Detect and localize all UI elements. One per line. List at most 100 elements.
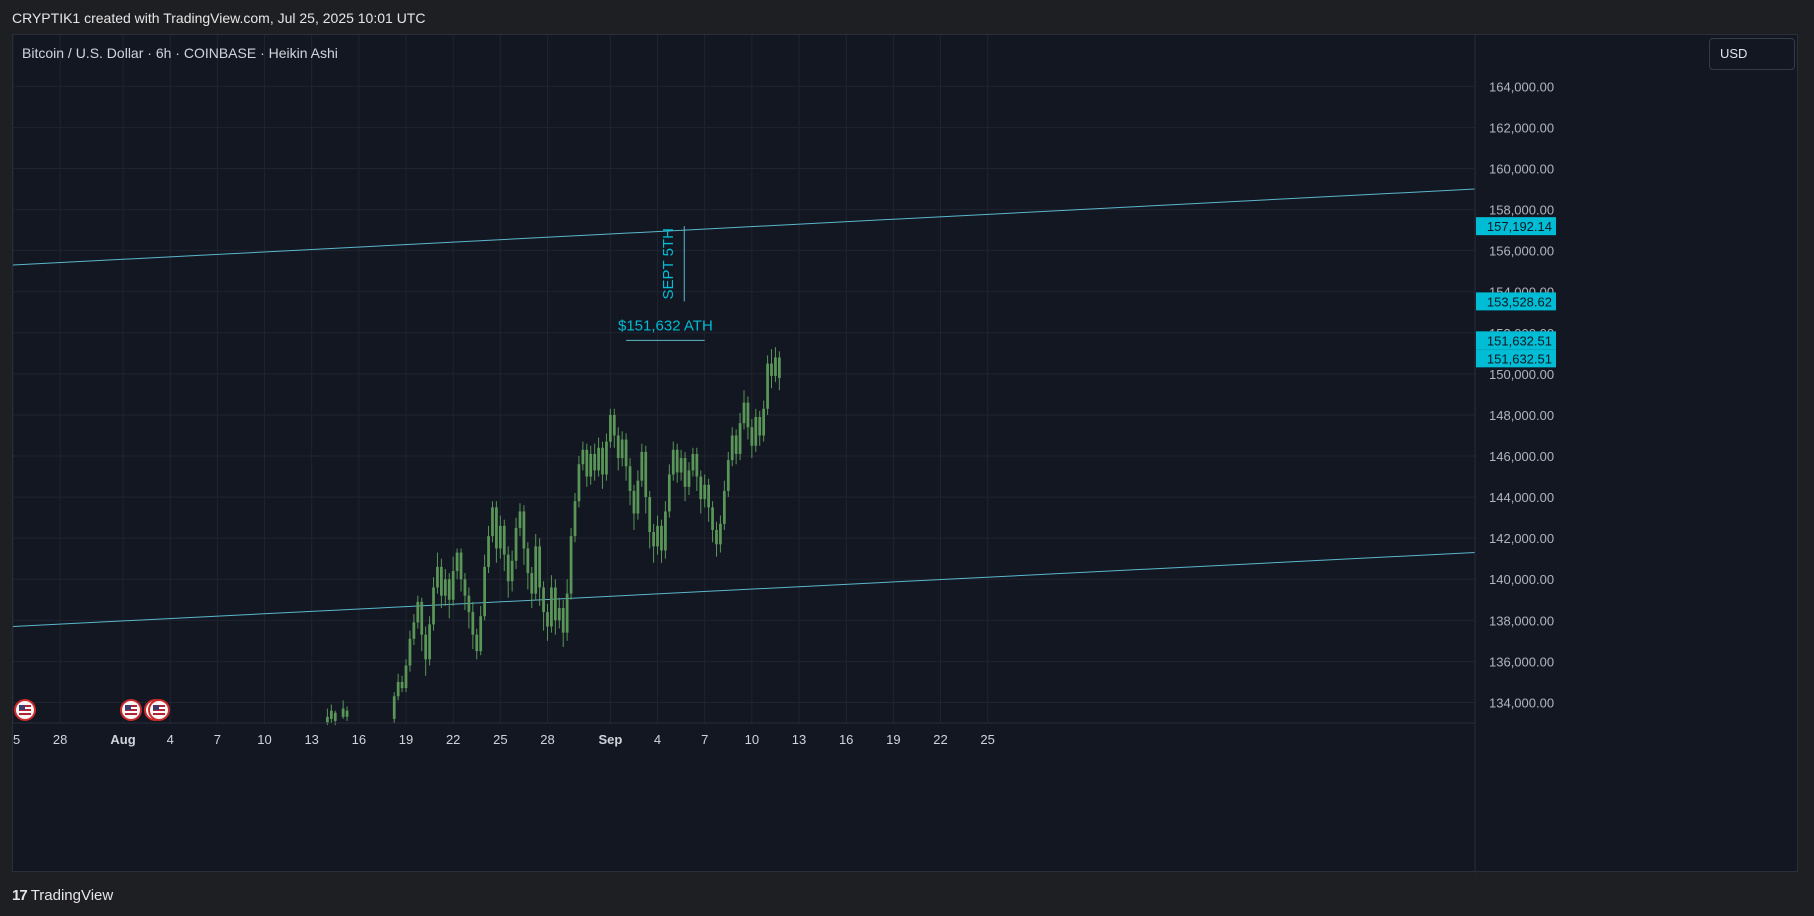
- candle-body: [734, 435, 738, 454]
- x-tick-label: 19: [886, 732, 900, 747]
- y-tick-label: 148,000.00: [1489, 408, 1554, 423]
- candle-body: [726, 460, 730, 491]
- candle-body: [440, 566, 443, 596]
- candle-body: [577, 464, 581, 502]
- y-tick-label: 134,000.00: [1489, 695, 1554, 710]
- candle-body: [483, 566, 486, 617]
- price-label-box: [1476, 349, 1556, 368]
- candle-body: [738, 423, 742, 454]
- candle-body: [609, 414, 612, 442]
- candle-body: [518, 511, 522, 528]
- candle-body: [428, 624, 431, 660]
- candle-body: [514, 527, 518, 561]
- candle-body: [495, 507, 498, 549]
- footer-brand: 17 TradingView: [12, 884, 113, 906]
- candle-body: [640, 451, 644, 481]
- candle-body: [624, 439, 628, 467]
- x-tick-label: 25: [493, 732, 507, 747]
- candle-body: [679, 458, 683, 473]
- candle-body: [420, 601, 424, 635]
- candle-body: [585, 449, 589, 477]
- candle-body: [632, 490, 636, 514]
- x-tick-label: 28: [53, 732, 67, 747]
- candle-body: [542, 587, 545, 613]
- candle-body: [534, 546, 538, 594]
- candle-body: [436, 566, 439, 588]
- candle-body: [746, 402, 750, 428]
- us-flag-event-icon: [148, 699, 170, 721]
- candle-body: [691, 453, 695, 471]
- candle-body: [648, 497, 652, 533]
- price-chart[interactable]: $151,632 ATH SEPT 5TH 134,000.00 136,000.0…: [13, 35, 1799, 873]
- candle-body: [530, 573, 534, 594]
- candle-body: [526, 548, 530, 574]
- candle-body: [762, 408, 766, 436]
- x-tick-label: 19: [399, 732, 413, 747]
- candle-body: [443, 579, 447, 596]
- y-tick-label: 136,000.00: [1489, 654, 1554, 669]
- currency-button[interactable]: USD: [1709, 38, 1795, 70]
- symbol-title: Bitcoin / U.S. Dollar · 6h · COINBASE · …: [22, 45, 338, 61]
- candle-body: [561, 607, 565, 633]
- candle-body: [553, 587, 557, 621]
- candle-body: [341, 708, 345, 717]
- candle-body: [416, 601, 420, 623]
- candle-body: [455, 552, 459, 572]
- candle-body: [667, 474, 671, 512]
- ath-annotation: $151,632 ATH: [618, 317, 713, 334]
- y-tick-label: 156,000.00: [1489, 244, 1554, 259]
- candle-body: [616, 435, 620, 459]
- candle-body: [550, 587, 553, 627]
- x-tick-label: 28: [540, 732, 554, 747]
- candle-body: [573, 501, 577, 537]
- candle-body: [605, 441, 608, 475]
- x-tick-label: 16: [839, 732, 853, 747]
- candle-body: [502, 525, 506, 555]
- us-flag-event-icon: [120, 699, 142, 721]
- candle-body: [345, 710, 349, 717]
- candle-body: [471, 612, 475, 635]
- candle-body: [424, 634, 428, 660]
- candle-body: [404, 665, 408, 689]
- candle-body: [671, 449, 675, 475]
- candle-body: [770, 363, 773, 376]
- candle-body: [459, 552, 463, 580]
- candle-body: [463, 579, 467, 596]
- candle-body: [703, 484, 707, 500]
- candle-body: [589, 453, 593, 477]
- candle-body: [774, 357, 777, 376]
- brand-text: TradingView: [30, 886, 114, 904]
- candle-body: [487, 536, 490, 567]
- annotations: $151,632 ATH SEPT 5TH: [618, 226, 713, 341]
- y-tick-label: 138,000.00: [1489, 613, 1554, 628]
- x-tick-label: 25: [13, 732, 20, 747]
- candle-body: [569, 536, 573, 594]
- candle-body: [628, 466, 632, 491]
- price-label-box: [1476, 217, 1556, 236]
- candle-body: [656, 525, 659, 547]
- candle-body: [557, 607, 561, 621]
- candle-body: [506, 554, 510, 582]
- us-flag-event-icon: [14, 699, 36, 721]
- x-tick-label: 16: [352, 732, 366, 747]
- candle-body: [699, 476, 703, 500]
- candle-body: [597, 447, 600, 471]
- y-tick-label: 150,000.00: [1489, 367, 1554, 382]
- trendline: [13, 552, 1476, 627]
- price-label-text: 151,632.51: [1487, 333, 1552, 348]
- x-tick-label: 25: [980, 732, 994, 747]
- candle-body: [467, 595, 471, 613]
- candle-body: [565, 593, 569, 633]
- y-tick-label: 162,000.00: [1489, 120, 1554, 135]
- candle-body: [750, 427, 754, 446]
- candle-body: [777, 357, 781, 378]
- chart-panel[interactable]: $151,632 ATH SEPT 5TH 134,000.00 136,000.0…: [12, 34, 1799, 873]
- candle-body: [475, 634, 479, 652]
- candle-body: [498, 525, 502, 549]
- candle-body: [652, 532, 655, 547]
- chart-caption-bar: CRYPTIK1 created with TradingView.com, J…: [0, 0, 1814, 34]
- x-tick-label: Sep: [598, 732, 622, 747]
- candle-body: [491, 507, 494, 537]
- candle-body: [742, 402, 746, 424]
- candle-body: [432, 587, 435, 625]
